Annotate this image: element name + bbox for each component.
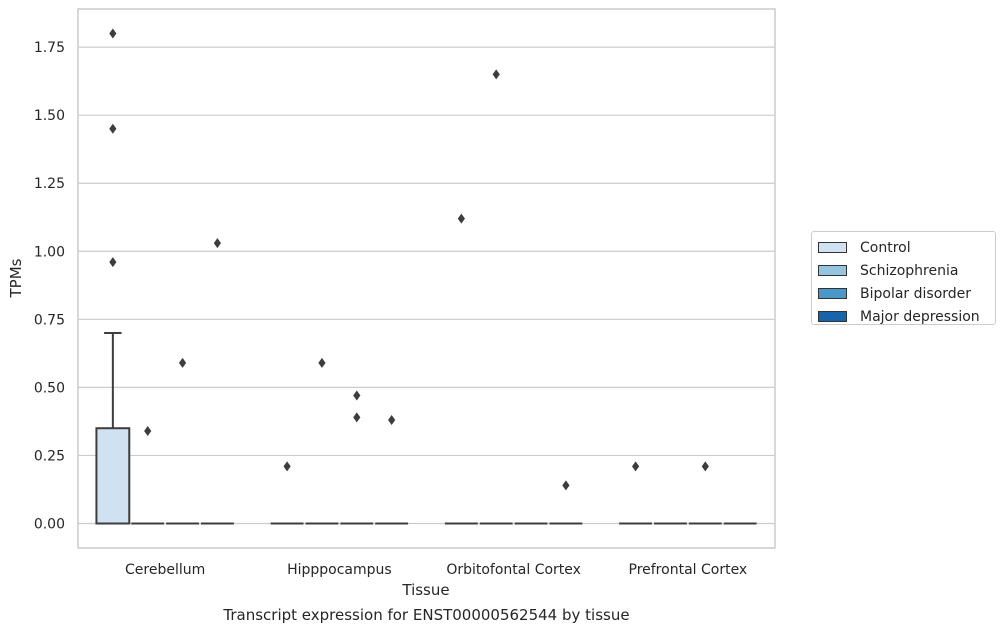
legend-label: Schizophrenia	[860, 262, 959, 279]
legend-label: Major depression	[860, 308, 980, 325]
outlier-point	[492, 69, 500, 80]
outlier-point	[701, 461, 709, 472]
x-tick-label: Cerebellum	[125, 562, 205, 578]
outlier-point	[562, 480, 570, 491]
chart-title: Transcript expression for ENST0000056254…	[223, 606, 630, 624]
y-tick-label: 0.00	[34, 517, 65, 533]
y-tick-label: 0.75	[34, 312, 65, 328]
outlier-point	[353, 412, 361, 423]
x-tick-label: Prefrontal Cortex	[629, 562, 748, 578]
outlier-point	[109, 123, 117, 134]
y-tick-label: 1.75	[34, 40, 65, 56]
outlier-point	[457, 213, 465, 224]
box-schizophrenia	[305, 357, 339, 525]
boxes	[95, 28, 757, 525]
outlier-point	[178, 357, 187, 368]
outlier-point	[353, 390, 361, 401]
legend-swatch	[818, 265, 847, 276]
x-axis-ticks: Cerebellum Hipppocampus Orbitofontal Corte…	[125, 562, 747, 578]
box-control	[619, 461, 653, 525]
box-bipolar-disorder	[166, 357, 199, 525]
outlier-point	[109, 257, 117, 268]
legend-item: Control	[818, 236, 995, 259]
outlier-point	[213, 238, 221, 249]
box-schizophrenia	[131, 425, 165, 525]
legend-label: Control	[860, 239, 911, 256]
box-iqr	[95, 427, 131, 525]
box-major-depression	[549, 480, 583, 525]
box-bipolar-disorder	[340, 390, 374, 525]
legend-swatch	[818, 288, 847, 299]
legend-item: Bipolar disorder	[818, 282, 995, 305]
outlier-point	[283, 461, 291, 472]
box-bipolar-disorder	[688, 461, 722, 525]
legend: Control Schizophrenia Bipolar disorder Majo…	[811, 231, 996, 325]
legend-swatch	[818, 311, 847, 322]
y-tick-label: 1.00	[34, 244, 65, 260]
legend-item: Schizophrenia	[818, 259, 995, 282]
box-control	[270, 461, 304, 525]
box-control	[444, 213, 478, 525]
box-major-depression	[375, 415, 409, 525]
y-tick-label: 1.50	[34, 108, 65, 124]
outlier-point	[144, 425, 152, 436]
legend-swatch	[818, 242, 847, 253]
box-control	[95, 28, 131, 525]
legend-label: Bipolar disorder	[860, 285, 972, 302]
y-tick-label: 0.50	[34, 380, 65, 396]
x-tick-label: Hipppocampus	[287, 562, 392, 578]
x-tick-label: Orbitofontal Cortex	[446, 562, 581, 578]
gridlines	[78, 46, 775, 525]
plot-area	[77, 8, 776, 549]
outlier-point	[388, 415, 396, 426]
outlier-point	[318, 357, 326, 368]
y-axis-ticks: 0.00 0.25 0.50 0.75 1.00 1.25 1.50 1.75	[34, 40, 65, 532]
legend-item: Major depression	[818, 305, 995, 328]
outlier-point	[109, 28, 117, 39]
x-axis-label: Tissue	[401, 581, 449, 599]
box-schizophrenia	[479, 69, 513, 525]
y-tick-label: 0.25	[34, 448, 65, 464]
outlier-point	[632, 461, 640, 472]
y-tick-label: 1.25	[34, 176, 65, 192]
box-major-depression	[200, 238, 234, 525]
y-axis-label: TPMs	[7, 258, 25, 298]
